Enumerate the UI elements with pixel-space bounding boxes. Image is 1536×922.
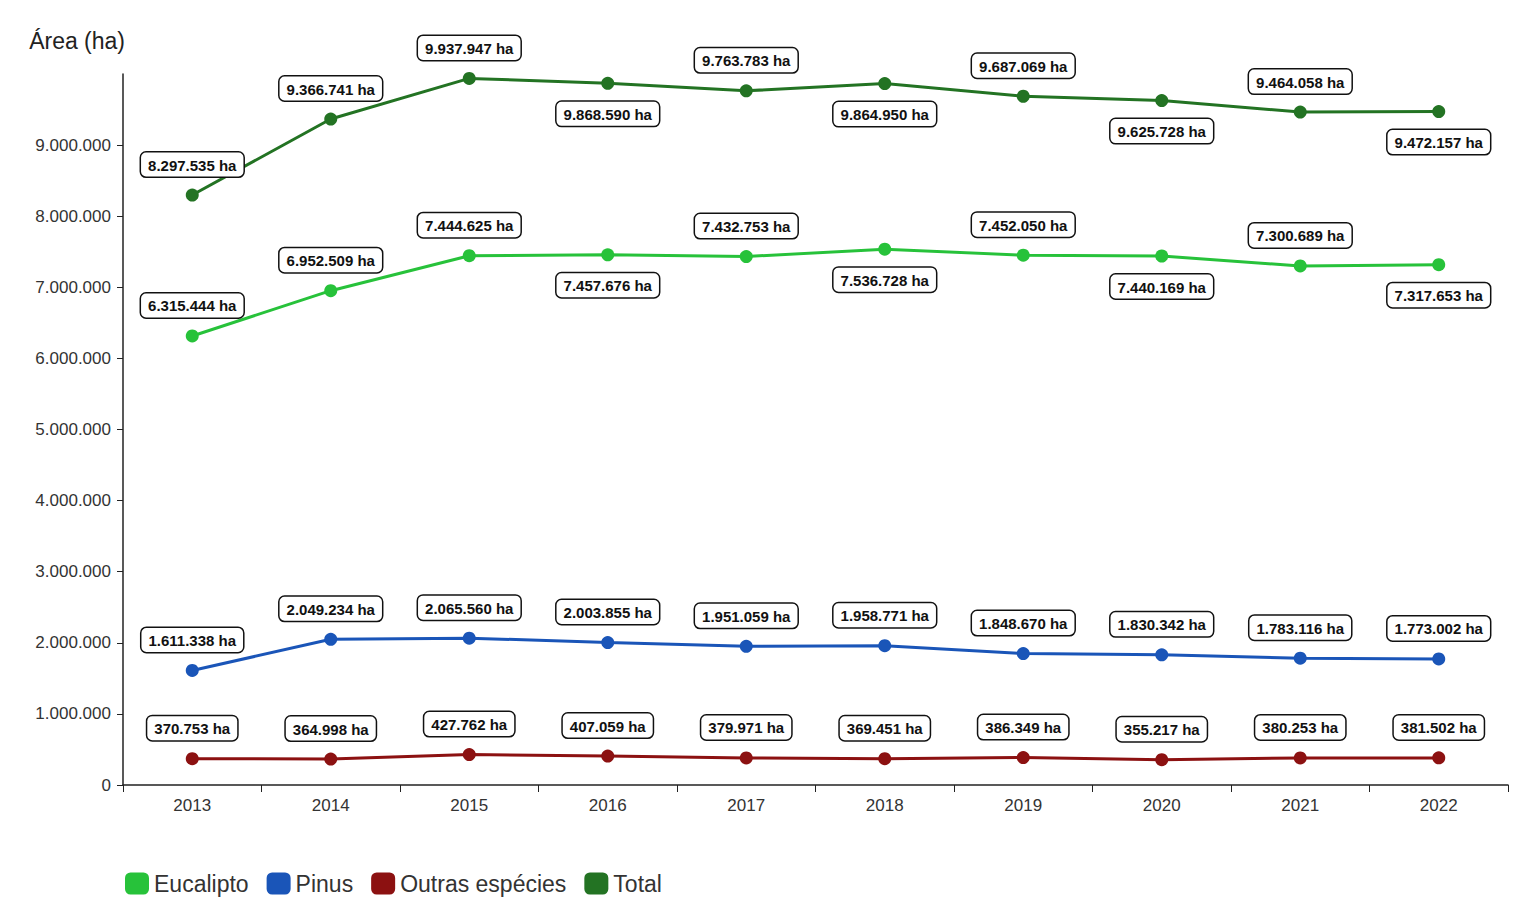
svg-text:1.951.059 ha: 1.951.059 ha <box>702 608 791 625</box>
svg-text:2.000.000: 2.000.000 <box>35 633 111 652</box>
svg-text:Eucalipto: Eucalipto <box>154 871 249 897</box>
svg-text:7.440.169 ha: 7.440.169 ha <box>1118 279 1207 296</box>
svg-text:Pinus: Pinus <box>296 871 354 897</box>
svg-text:7.536.728 ha: 7.536.728 ha <box>841 272 930 289</box>
svg-text:386.349 ha: 386.349 ha <box>985 719 1062 736</box>
svg-text:1.958.771 ha: 1.958.771 ha <box>841 607 930 624</box>
svg-text:9.937.947 ha: 9.937.947 ha <box>425 40 514 57</box>
svg-text:370.753 ha: 370.753 ha <box>154 720 231 737</box>
svg-text:7.452.050 ha: 7.452.050 ha <box>979 217 1068 234</box>
svg-text:6.952.509 ha: 6.952.509 ha <box>287 252 376 269</box>
svg-text:2.003.855 ha: 2.003.855 ha <box>564 604 653 621</box>
svg-text:2020: 2020 <box>1143 796 1181 815</box>
svg-text:7.444.625 ha: 7.444.625 ha <box>425 217 514 234</box>
svg-text:9.763.783 ha: 9.763.783 ha <box>702 52 791 69</box>
svg-text:2014: 2014 <box>312 796 350 815</box>
svg-text:7.317.653 ha: 7.317.653 ha <box>1395 287 1484 304</box>
svg-text:9.864.950 ha: 9.864.950 ha <box>841 106 930 123</box>
svg-text:3.000.000: 3.000.000 <box>35 562 111 581</box>
svg-text:9.000.000: 9.000.000 <box>35 136 111 155</box>
svg-text:9.366.741 ha: 9.366.741 ha <box>287 81 376 98</box>
svg-text:8.297.535 ha: 8.297.535 ha <box>148 157 237 174</box>
svg-text:364.998 ha: 364.998 ha <box>293 721 370 738</box>
svg-text:Total: Total <box>613 871 662 897</box>
svg-text:7.300.689 ha: 7.300.689 ha <box>1256 227 1345 244</box>
svg-text:6.000.000: 6.000.000 <box>35 349 111 368</box>
svg-text:9.472.157 ha: 9.472.157 ha <box>1395 134 1484 151</box>
svg-text:355.217 ha: 355.217 ha <box>1124 721 1201 738</box>
svg-text:1.000.000: 1.000.000 <box>35 704 111 723</box>
svg-text:0: 0 <box>102 776 111 795</box>
svg-text:7.457.676 ha: 7.457.676 ha <box>564 277 653 294</box>
svg-text:1.611.338 ha: 1.611.338 ha <box>148 632 236 649</box>
svg-text:2021: 2021 <box>1281 796 1319 815</box>
svg-text:380.253 ha: 380.253 ha <box>1262 719 1339 736</box>
svg-text:2013: 2013 <box>173 796 211 815</box>
svg-text:1.773.002 ha: 1.773.002 ha <box>1395 620 1484 637</box>
svg-text:8.000.000: 8.000.000 <box>35 207 111 226</box>
svg-text:4.000.000: 4.000.000 <box>35 491 111 510</box>
svg-text:5.000.000: 5.000.000 <box>35 420 111 439</box>
svg-text:2016: 2016 <box>589 796 627 815</box>
svg-text:7.432.753 ha: 7.432.753 ha <box>702 218 791 235</box>
svg-text:Outras espécies: Outras espécies <box>400 871 566 897</box>
svg-text:7.000.000: 7.000.000 <box>35 278 111 297</box>
svg-text:2019: 2019 <box>1004 796 1042 815</box>
svg-text:381.502 ha: 381.502 ha <box>1401 719 1478 736</box>
svg-text:2015: 2015 <box>450 796 488 815</box>
svg-text:2017: 2017 <box>727 796 765 815</box>
svg-text:407.059 ha: 407.059 ha <box>570 718 647 735</box>
svg-text:427.762 ha: 427.762 ha <box>431 716 508 733</box>
svg-text:2.065.560 ha: 2.065.560 ha <box>425 600 514 617</box>
svg-text:9.625.728 ha: 9.625.728 ha <box>1118 123 1207 140</box>
svg-text:2.049.234 ha: 2.049.234 ha <box>287 601 376 618</box>
svg-text:6.315.444 ha: 6.315.444 ha <box>148 297 237 314</box>
svg-text:9.464.058 ha: 9.464.058 ha <box>1256 74 1345 91</box>
svg-text:1.830.342 ha: 1.830.342 ha <box>1118 616 1207 633</box>
svg-text:2018: 2018 <box>866 796 904 815</box>
svg-text:379.971 ha: 379.971 ha <box>708 719 785 736</box>
svg-text:1.783.116 ha: 1.783.116 ha <box>1256 620 1344 637</box>
svg-text:9.687.069 ha: 9.687.069 ha <box>979 58 1068 75</box>
svg-text:369.451 ha: 369.451 ha <box>847 720 924 737</box>
svg-text:2022: 2022 <box>1420 796 1458 815</box>
svg-text:9.868.590 ha: 9.868.590 ha <box>564 106 653 123</box>
svg-text:1.848.670 ha: 1.848.670 ha <box>979 615 1068 632</box>
svg-text:Área (ha): Área (ha) <box>29 28 125 54</box>
